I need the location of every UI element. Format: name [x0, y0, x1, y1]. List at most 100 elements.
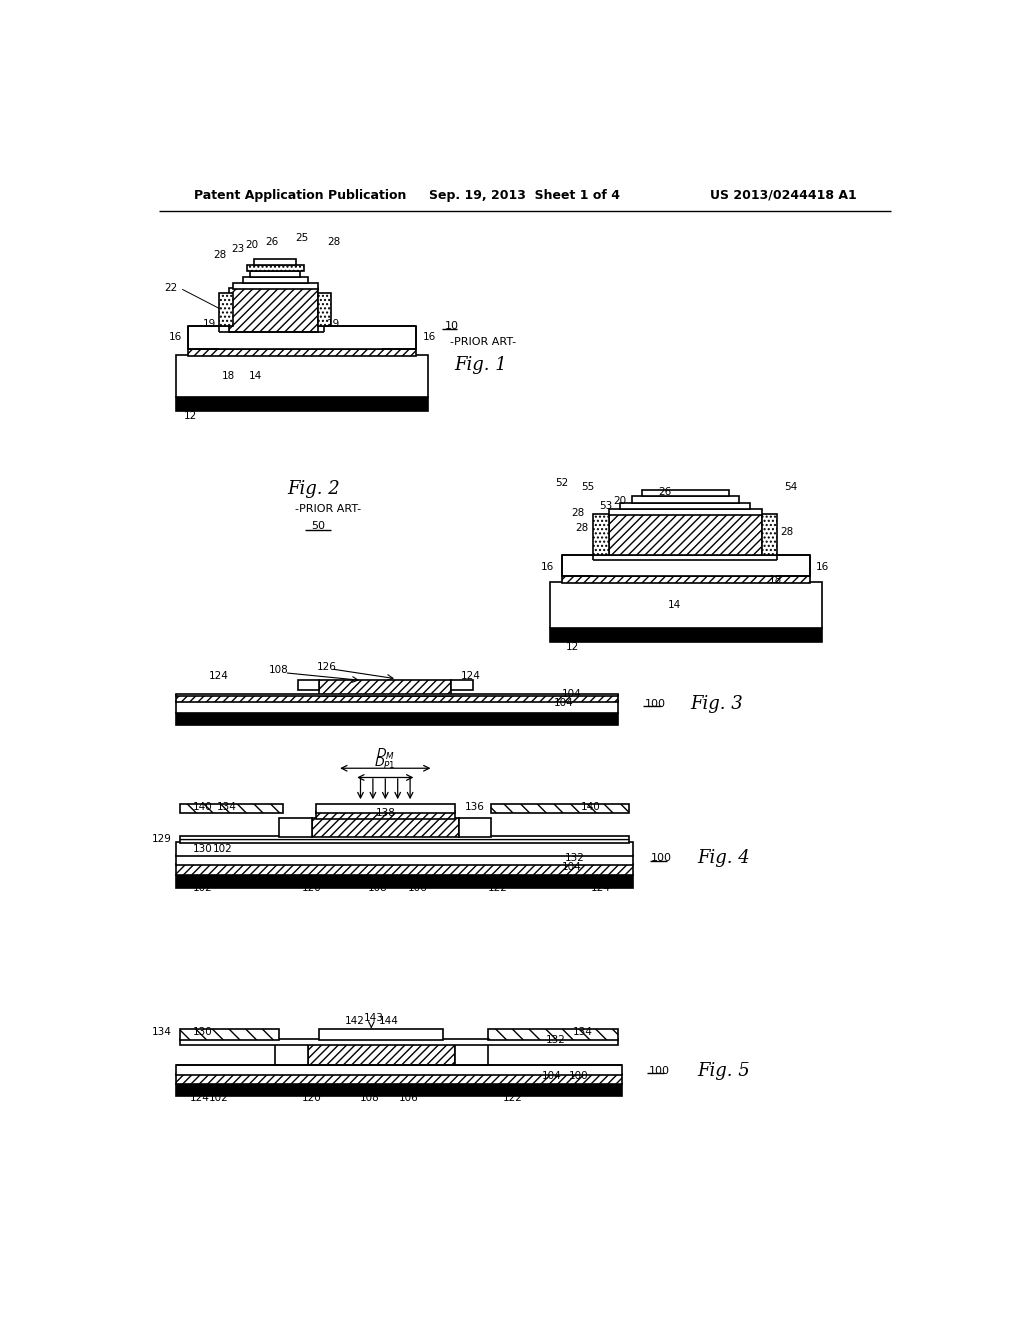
Text: 53: 53 — [599, 502, 612, 511]
Bar — [180, 836, 630, 843]
Text: 16: 16 — [423, 333, 436, 342]
Bar — [455, 1044, 487, 1065]
Bar — [762, 515, 777, 554]
Text: 106: 106 — [408, 883, 428, 894]
Text: 28: 28 — [213, 249, 226, 260]
Text: Patent Application Publication: Patent Application Publication — [194, 189, 407, 202]
Bar — [550, 628, 821, 642]
Text: $D_{P1}$: $D_{P1}$ — [375, 756, 396, 771]
Text: 134: 134 — [573, 1027, 593, 1038]
Bar — [228, 288, 317, 331]
Text: 20: 20 — [246, 240, 259, 251]
Text: 100: 100 — [648, 1065, 670, 1076]
Text: 100: 100 — [650, 853, 672, 862]
Bar — [188, 326, 416, 350]
Text: 132: 132 — [546, 1035, 565, 1045]
Text: 102: 102 — [196, 717, 215, 727]
Text: 120: 120 — [302, 883, 322, 894]
Bar — [247, 264, 304, 271]
Text: 104: 104 — [542, 1072, 562, 1081]
Bar — [593, 515, 608, 554]
Text: 129: 129 — [153, 834, 172, 843]
Text: 52: 52 — [555, 478, 568, 488]
Text: 10: 10 — [445, 321, 459, 331]
Bar — [298, 681, 319, 690]
Bar — [280, 818, 311, 837]
Text: 134: 134 — [153, 1027, 172, 1038]
Text: 143: 143 — [364, 1012, 384, 1023]
Text: 122: 122 — [445, 717, 465, 727]
Text: 102: 102 — [213, 843, 232, 854]
Bar — [232, 284, 317, 289]
Bar — [176, 701, 617, 713]
Text: 122: 122 — [503, 1093, 523, 1102]
Text: 104: 104 — [561, 689, 582, 698]
Text: 23: 23 — [231, 244, 245, 255]
Bar — [176, 355, 428, 397]
Text: 104: 104 — [561, 862, 582, 871]
Bar — [621, 503, 751, 508]
Text: 12: 12 — [183, 412, 197, 421]
Text: 130: 130 — [194, 1027, 213, 1038]
Bar — [275, 1044, 308, 1065]
Bar — [319, 681, 452, 696]
Text: 16: 16 — [815, 561, 828, 572]
Bar — [308, 1044, 455, 1065]
Text: 136: 136 — [465, 801, 485, 812]
Bar — [608, 515, 762, 554]
Text: 124: 124 — [209, 671, 228, 681]
Text: 100: 100 — [569, 1072, 589, 1081]
Bar — [176, 855, 633, 866]
Bar — [180, 804, 283, 813]
Text: 108: 108 — [368, 883, 387, 894]
Text: 12: 12 — [566, 643, 580, 652]
Text: 134: 134 — [216, 801, 237, 812]
Bar — [459, 818, 492, 837]
Bar — [188, 350, 416, 356]
Text: -PRIOR ART-: -PRIOR ART- — [450, 337, 516, 347]
Bar — [642, 490, 729, 496]
Text: 19: 19 — [327, 319, 340, 329]
Text: 50: 50 — [311, 521, 325, 532]
Bar — [562, 554, 810, 576]
Text: 16: 16 — [169, 333, 182, 342]
Text: 28: 28 — [327, 236, 340, 247]
Text: 108: 108 — [269, 665, 289, 676]
Text: 132: 132 — [565, 853, 585, 862]
Text: 26: 26 — [265, 236, 278, 247]
Text: 18: 18 — [222, 371, 236, 381]
Bar — [180, 1028, 280, 1040]
Text: 14: 14 — [249, 371, 262, 381]
Bar — [176, 713, 617, 725]
Bar — [317, 293, 331, 326]
Text: 54: 54 — [784, 482, 798, 492]
Bar — [180, 1039, 617, 1045]
Text: 140: 140 — [194, 801, 213, 812]
Text: 144: 144 — [379, 1016, 399, 1026]
Bar — [176, 696, 617, 702]
Text: 108: 108 — [359, 1093, 380, 1102]
Text: 55: 55 — [581, 482, 594, 492]
Bar — [311, 818, 459, 837]
Text: 16: 16 — [541, 561, 554, 572]
Text: Fig. 5: Fig. 5 — [696, 1061, 750, 1080]
Text: US 2013/0244418 A1: US 2013/0244418 A1 — [710, 189, 856, 202]
Bar — [176, 1065, 622, 1074]
Bar — [608, 508, 762, 515]
Text: 124: 124 — [190, 1093, 210, 1102]
Text: 100: 100 — [644, 698, 666, 709]
Bar — [176, 1084, 622, 1096]
Text: $D_M$: $D_M$ — [376, 747, 395, 762]
Text: 106: 106 — [546, 717, 565, 727]
Bar — [219, 293, 232, 326]
Text: 22: 22 — [164, 282, 177, 293]
Text: 142: 142 — [344, 1016, 365, 1026]
Text: 102: 102 — [209, 1093, 228, 1102]
Text: 20: 20 — [613, 496, 627, 506]
Bar — [562, 576, 810, 582]
Text: 18: 18 — [768, 574, 781, 585]
Text: Fig. 2: Fig. 2 — [288, 480, 340, 499]
Bar — [550, 582, 821, 628]
Text: 26: 26 — [658, 487, 672, 496]
Text: 19: 19 — [203, 319, 216, 329]
